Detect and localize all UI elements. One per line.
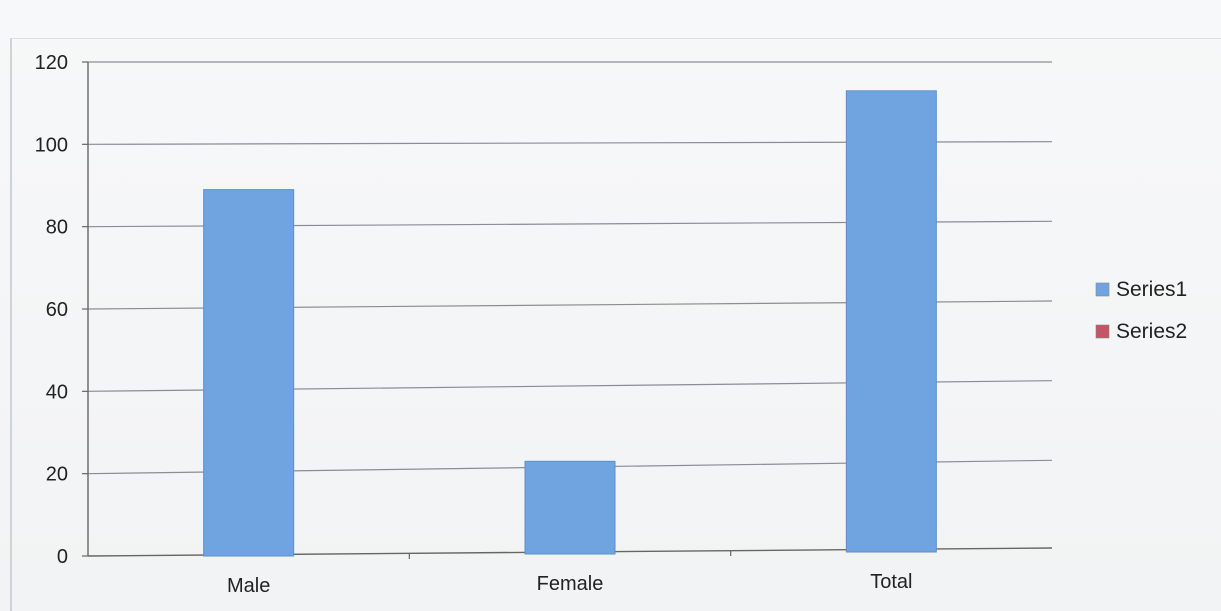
legend-swatch (1095, 282, 1110, 297)
legend-swatch (1095, 324, 1110, 339)
x-category-label: Female (537, 573, 604, 595)
y-tick-label: 40 (46, 381, 68, 403)
bar-female (524, 460, 616, 555)
legend-label: Series1 (1116, 278, 1187, 301)
x-category-label: Male (227, 575, 270, 597)
y-tick-label: 120 (35, 52, 68, 74)
y-tick-label: 0 (57, 546, 68, 568)
y-tick-label: 20 (46, 464, 68, 486)
legend: Series1 Series2 (1095, 278, 1187, 343)
y-axis: 0 20 40 60 80 100 120 (35, 52, 89, 568)
y-tick-label: 80 (46, 217, 68, 239)
x-category-label: Total (870, 571, 912, 593)
bar-total (845, 90, 937, 553)
y-tick-label: 60 (46, 299, 68, 321)
bars (203, 90, 937, 557)
chart-area-border (10, 38, 1221, 611)
y-tick-label: 100 (35, 134, 68, 156)
legend-label: Series2 (1116, 320, 1187, 343)
bar-male (203, 189, 295, 557)
